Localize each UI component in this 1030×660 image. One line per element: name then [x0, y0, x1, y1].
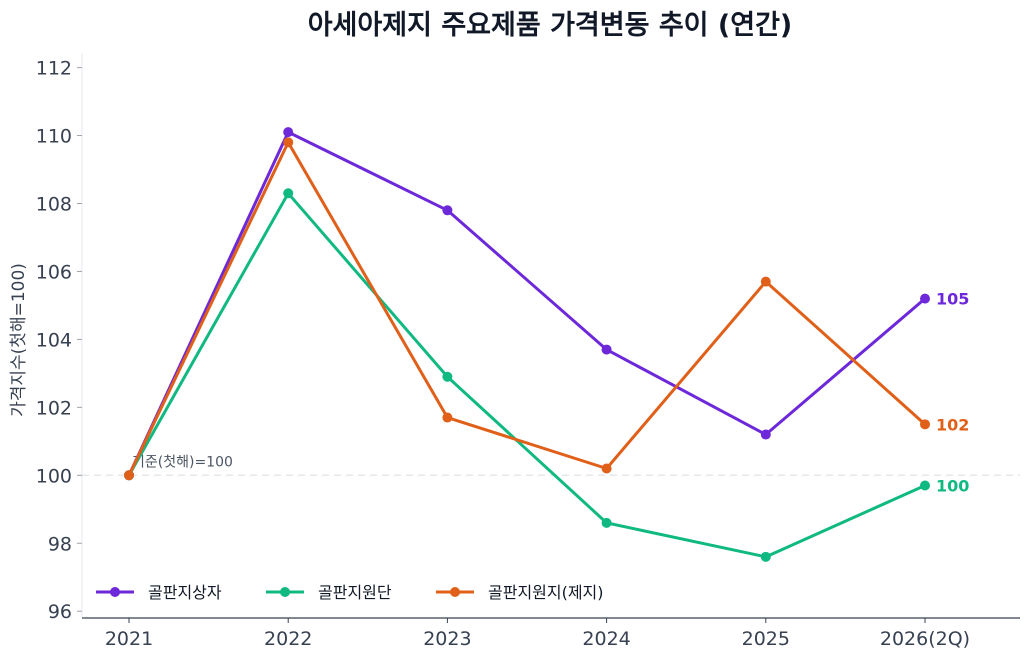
y-tick-label: 106 — [36, 261, 72, 283]
reference-line-label: 기준(첫해)=100 — [132, 454, 233, 470]
y-tick-label: 102 — [36, 397, 72, 419]
x-tick-label: 2024 — [582, 628, 630, 650]
end-value-label: 102 — [936, 415, 969, 434]
legend-item: 골판지상자 — [96, 583, 222, 602]
series-line — [127, 140, 927, 477]
data-point — [442, 205, 453, 216]
data-point — [283, 188, 294, 199]
data-point — [601, 517, 612, 528]
y-axis-label: 가격지수(첫해=100) — [9, 263, 29, 417]
legend-swatch-marker — [280, 587, 290, 597]
legend-label: 골판지상자 — [148, 583, 222, 602]
data-point — [442, 412, 453, 423]
chart-title: 아세아제지 주요제품 가격변동 추이 (연간) — [308, 10, 793, 41]
end-value-label: 105 — [936, 290, 969, 309]
data-point — [920, 419, 930, 430]
data-point — [442, 371, 453, 382]
x-tick-label: 2022 — [264, 628, 312, 650]
x-tick-label: 2026(2Q) — [880, 628, 970, 650]
data-point — [283, 127, 294, 138]
series-3: 102 — [124, 137, 969, 481]
data-point — [760, 276, 771, 287]
data-point — [283, 137, 294, 148]
legend-item: 골판지원지(제지) — [436, 583, 604, 602]
y-tick-label: 110 — [36, 126, 72, 148]
series-line — [127, 130, 927, 477]
data-point — [760, 551, 771, 562]
data-point — [124, 470, 134, 481]
x-tick-label: 2025 — [742, 628, 790, 650]
y-tick-label: 98 — [48, 533, 72, 555]
y-tick-label: 104 — [36, 329, 72, 351]
legend-label: 골판지원단 — [318, 583, 392, 602]
y-tick-label: 112 — [36, 58, 72, 80]
data-point — [760, 429, 771, 440]
data-point — [920, 293, 930, 304]
end-value-label: 100 — [936, 476, 969, 495]
data-point — [920, 480, 930, 491]
legend: 골판지상자 골판지원단 골판지원지(제지) — [96, 583, 604, 602]
legend-swatch-marker — [110, 587, 120, 597]
legend-item: 골판지원단 — [266, 583, 392, 602]
series-2: 100 — [124, 188, 969, 562]
data-point — [601, 344, 612, 355]
series-line — [127, 191, 927, 559]
data-point — [601, 463, 612, 474]
x-tick-label: 2023 — [423, 628, 471, 650]
axes: 96 98 100 102 104 106 108 110 112 2021 2022 2023 202… — [36, 54, 1020, 650]
y-tick-label: 100 — [36, 465, 72, 487]
x-tick-label: 2021 — [105, 628, 153, 650]
legend-swatch-marker — [450, 587, 460, 597]
series-1: 105 — [124, 127, 969, 481]
reference-line-group: 기준(첫해)=100 — [82, 454, 1020, 477]
y-tick-label: 96 — [48, 601, 72, 623]
series-layer: 105 100 102 — [124, 127, 969, 562]
y-tick-label: 108 — [36, 193, 72, 215]
legend-label: 골판지원지(제지) — [488, 583, 604, 602]
